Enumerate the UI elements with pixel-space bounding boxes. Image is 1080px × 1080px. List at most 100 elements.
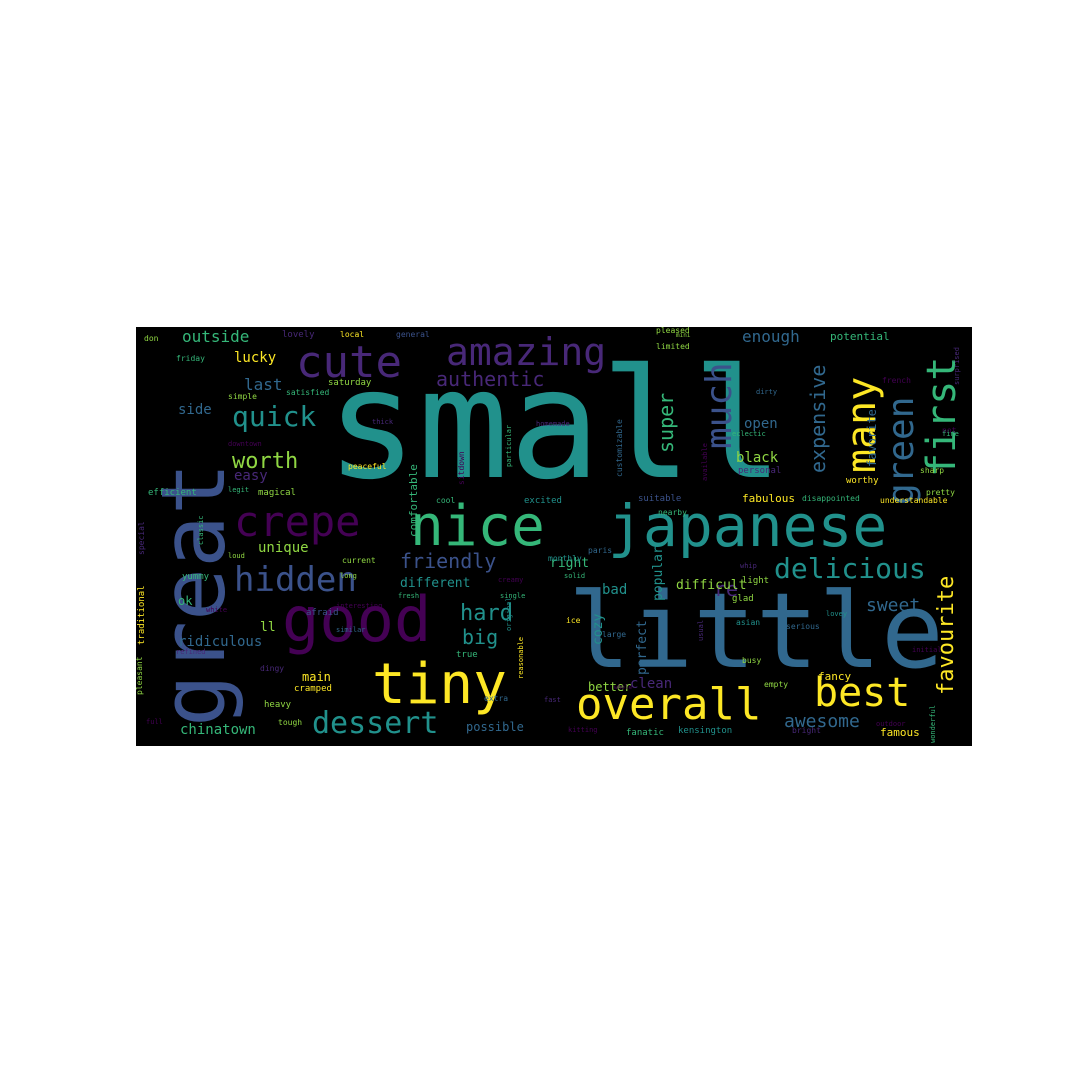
word-empty: empty <box>764 680 789 689</box>
word-special: special <box>137 521 146 555</box>
word-expensive: expensive <box>806 364 830 473</box>
word-comfortable: comfortable <box>407 464 420 537</box>
word-cute: cute <box>296 337 402 388</box>
word-heavy: heavy <box>264 700 292 710</box>
word-kitting: kitting <box>568 726 598 734</box>
word-initial: initial <box>912 646 942 654</box>
word-local: local <box>340 330 365 339</box>
word-re: re <box>714 577 739 601</box>
word-magical: magical <box>258 488 296 498</box>
word-easy: easy <box>234 468 268 484</box>
word-open: open <box>744 416 778 432</box>
word-popular: popular <box>651 546 666 601</box>
word-hidden: hidden <box>234 560 357 600</box>
word-classic: classic <box>197 515 205 545</box>
word-worthy: worthy <box>846 476 879 486</box>
word-reasonable: reasonable <box>517 636 525 679</box>
word-favorite: favorite <box>865 409 879 467</box>
word-tiny: tiny <box>372 652 507 717</box>
word-authentic: authentic <box>436 367 545 391</box>
word-japanese: japanese <box>608 492 888 560</box>
word-afraid: afraid <box>306 608 339 618</box>
word-super: super <box>654 392 678 453</box>
word-yummy: yummy <box>182 572 210 582</box>
word-clean: clean <box>630 676 673 692</box>
word-favourite: favourite <box>934 575 959 695</box>
word-customizable: customizable <box>615 419 624 477</box>
word-extra: extra <box>484 694 509 703</box>
word-amazing: amazing <box>446 330 607 374</box>
word-large: large <box>602 630 627 639</box>
word-light: light <box>742 576 770 586</box>
word-fanatic: fanatic <box>626 728 664 738</box>
word-bad: bad <box>602 582 628 598</box>
word-bright: bright <box>792 726 821 735</box>
word-suitable: suitable <box>638 494 682 504</box>
word-different: different <box>400 576 471 591</box>
word-sharp: sharp <box>920 466 945 475</box>
word-saturday: saturday <box>328 378 372 388</box>
word-usual: usual <box>697 619 705 641</box>
word-nearby: nearby <box>658 508 687 517</box>
word-monthly: monthly <box>548 554 582 563</box>
word-available: available <box>701 443 709 481</box>
word-fine: fine <box>942 430 959 438</box>
word-interesting: interesting <box>336 602 383 610</box>
word-worth: worth <box>232 449 299 474</box>
word-tough: tough <box>278 718 303 727</box>
word-chinatown: chinatown <box>180 722 256 738</box>
word-good: good <box>282 583 432 656</box>
word-eclectic: eclectic <box>732 430 766 438</box>
word-glad: glad <box>732 594 754 604</box>
word-dirty: dirty <box>756 388 778 396</box>
word-full: full <box>146 718 163 726</box>
word-great: great <box>142 462 245 727</box>
word-lovely: lovely <box>282 330 315 340</box>
word-long: long <box>340 572 357 580</box>
word-not: not <box>942 426 957 435</box>
word-potential: potential <box>830 330 890 343</box>
word-wonderful: wonderful <box>929 705 937 743</box>
word-creamy: creamy <box>498 576 524 584</box>
word-thick: thick <box>372 418 394 426</box>
word-paris: paris <box>588 546 613 555</box>
word-asian: asian <box>736 618 761 627</box>
word-best: best <box>814 670 911 716</box>
word-peaceful: peaceful <box>348 462 387 471</box>
word-little: little <box>568 570 944 692</box>
word-true: true <box>456 650 478 660</box>
word-white: white <box>206 606 228 614</box>
word-friendly: friendly <box>400 549 497 573</box>
word-big: big <box>462 625 499 649</box>
word-better: better <box>588 680 632 694</box>
word-side: side <box>178 402 212 418</box>
word-pleasant: pleasant <box>136 656 144 695</box>
word-pleased: pleased <box>656 327 690 335</box>
word-delicious: delicious <box>774 552 926 585</box>
word-outside: outside <box>182 327 250 346</box>
word-possible: possible <box>466 720 524 734</box>
word-enough: enough <box>742 327 800 346</box>
word-crepe: crepe <box>234 497 361 546</box>
word-sweet: sweet <box>866 595 921 616</box>
word-fast: fast <box>544 696 561 704</box>
word-limited: limited <box>656 342 690 351</box>
word-sitdown: sitdown <box>457 451 466 485</box>
word-awesome: awesome <box>784 711 860 732</box>
word-last: last <box>244 375 283 394</box>
word-nice: nice <box>410 494 545 559</box>
word-unique: unique <box>258 540 309 556</box>
word-original: original <box>505 597 513 631</box>
word-lucky: lucky <box>234 350 277 366</box>
word-similar: similar <box>336 626 366 634</box>
word-loud: loud <box>228 552 245 560</box>
word-ok: ok <box>178 594 193 608</box>
word-ridiculous: ridiculous <box>178 634 263 650</box>
word-black: black <box>736 450 779 466</box>
word-cramped: cramped <box>294 684 332 694</box>
word-famous: famous <box>880 726 920 739</box>
word-lovey: lovey <box>826 610 848 618</box>
word-current: current <box>342 556 376 565</box>
word-efficient: efficient <box>148 488 197 498</box>
word-fabulous: fabulous <box>742 492 795 505</box>
